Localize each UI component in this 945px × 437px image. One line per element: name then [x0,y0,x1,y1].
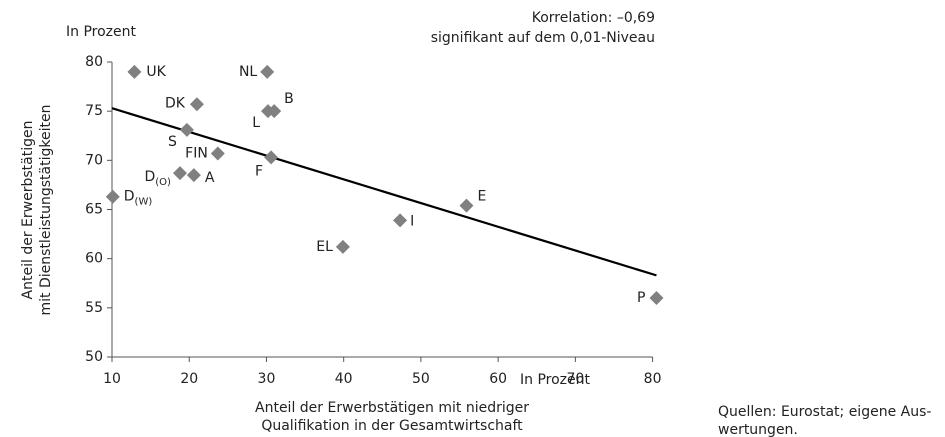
x-tick-label: 30 [258,371,276,387]
point [179,122,194,137]
point-label-name: P [637,290,645,306]
point-label: D(W) [124,189,153,208]
point-label: NL [239,64,257,80]
point [649,291,664,305]
point-label-sub: (O) [155,177,171,188]
point-label-name: EL [316,239,333,255]
point-label-name: UK [146,64,166,80]
x-tick-label: 20 [180,371,198,387]
y-tick-label: 80 [85,54,103,70]
point-label: F [255,163,263,179]
point-label: FIN [185,145,208,161]
point-label-name: I [410,213,414,229]
x-tick-label: 10 [103,371,121,387]
point [105,189,120,204]
point-label: UK [146,64,166,80]
point-label: E [477,189,486,205]
point-label-name: B [284,91,294,107]
point-label-name: L [252,115,260,131]
point [261,104,276,119]
point-label: S [168,134,177,150]
point-label-name: E [477,189,486,205]
point-label-name: DK [165,95,186,111]
y-tick-label: 70 [85,152,103,168]
point-label: D(O) [144,169,171,188]
y-unit: In Prozent [66,24,136,40]
point-label-name: D [124,189,135,205]
point-label-name: FIN [185,145,208,161]
point [127,64,142,79]
point [210,146,225,161]
point [189,97,204,112]
x-tick-label: 50 [412,371,430,387]
y-tick-label: 60 [85,251,103,267]
x-tick-label: 80 [644,371,662,387]
point-label-name: D [144,169,155,185]
x-tick-label: 70 [566,371,584,387]
point [172,166,187,181]
x-tick-label: 60 [489,371,507,387]
y-tick-label: 50 [85,349,103,365]
point-label: L [252,115,260,131]
point-label: A [205,170,215,186]
point-label-name: S [168,134,177,150]
x-axis-label: Anteil der Erwerbstätigen mit niedriger [255,400,529,416]
point [260,64,275,79]
point [459,198,474,213]
y-axis-label: mit Dienstleistungstätigkeiten [38,105,54,316]
y-tick-label: 65 [85,202,103,218]
point [393,213,408,228]
annotation: Korrelation: –0,69 [532,10,655,26]
x-unit: In Prozent [520,372,590,388]
point-label: P [637,290,645,306]
point-label: EL [316,239,333,255]
point-label-sub: (W) [135,197,153,208]
point-label-name: NL [239,64,257,80]
source: Quellen: Eurostat; eigene Aus- [718,404,931,420]
point-label-name: F [255,163,263,179]
annotation: signifikant auf dem 0,01-Niveau [431,30,655,46]
point-label: I [410,213,414,229]
y-axis-label: Anteil der Erwerbstätigen [20,121,36,300]
trend-line [111,107,657,277]
point [264,150,279,165]
y-tick-label: 55 [85,300,103,316]
point-label: DK [165,95,186,111]
point-label-name: A [205,170,215,186]
x-tick-label: 40 [335,371,353,387]
source: wertungen. [718,422,798,437]
point-label: B [284,91,294,107]
x-axis-label: Qualifikation in der Gesamtwirtschaft [261,418,523,434]
point [335,239,350,254]
point [186,168,201,183]
y-tick-label: 75 [85,103,103,119]
